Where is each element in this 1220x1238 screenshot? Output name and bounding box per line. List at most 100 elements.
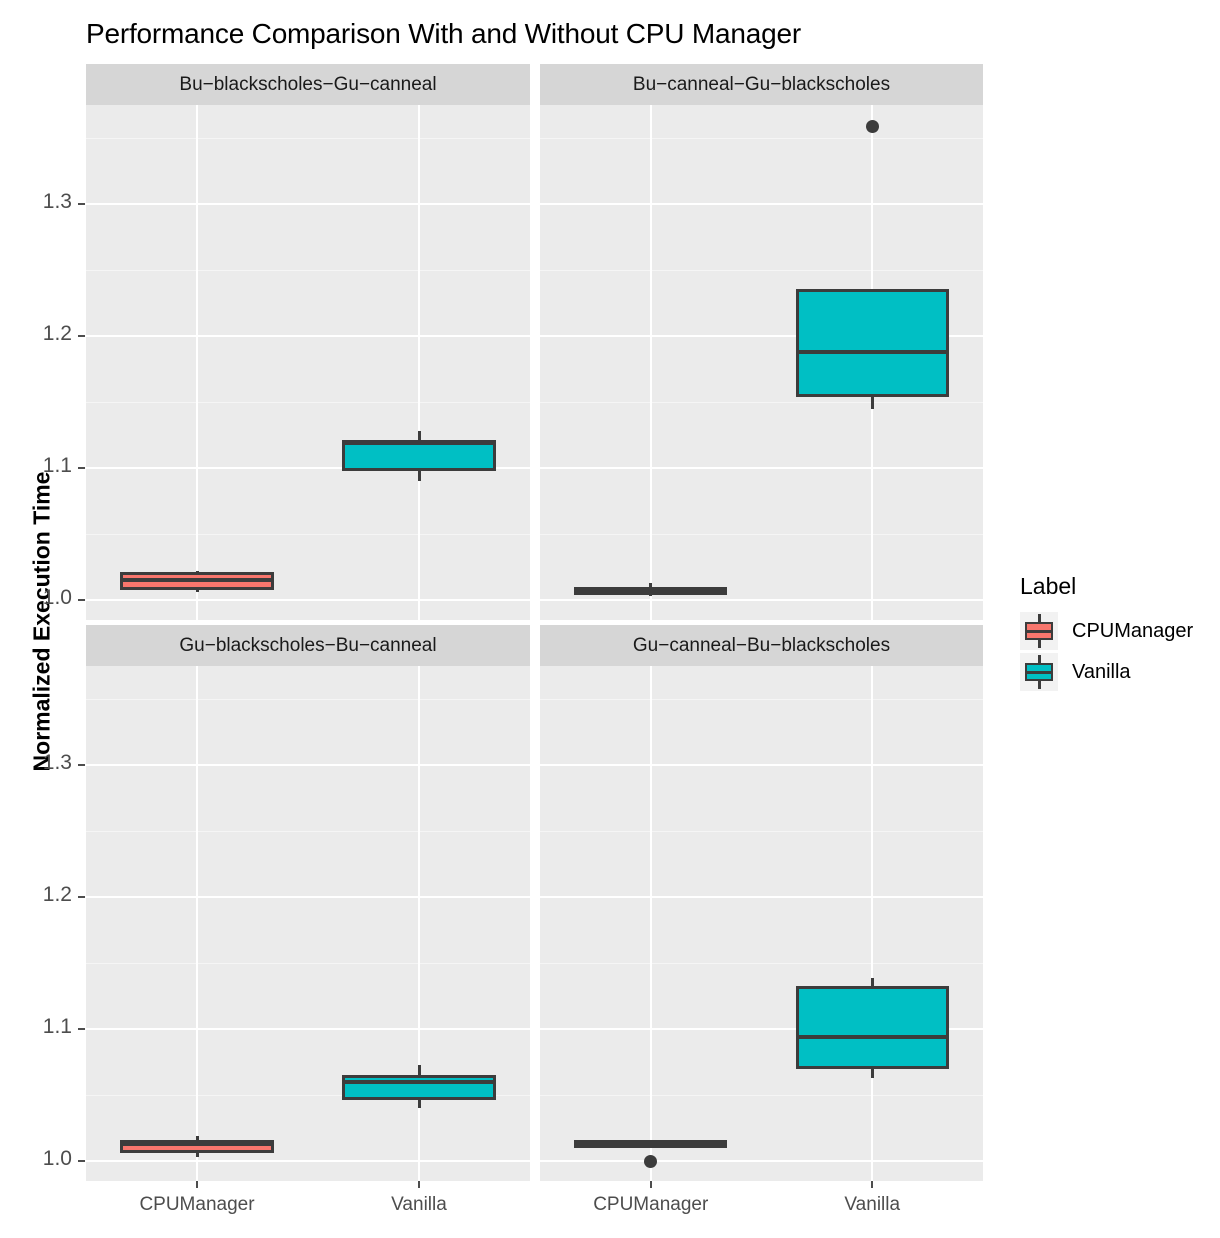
y-tick-label: 1.3 <box>42 751 72 775</box>
gridline-minor <box>86 699 530 700</box>
y-tick-label: 1.3 <box>42 190 72 214</box>
gridline-minor <box>540 534 983 536</box>
facet-strip-top-right: Bu−canneal−Gu−blackscholes <box>540 64 983 105</box>
legend-label-cpumanager: CPUManager <box>1072 619 1194 642</box>
gridline-minor <box>86 831 530 833</box>
gridline-vertical <box>871 666 874 1181</box>
x-tick-label: CPUManager <box>593 1194 709 1215</box>
y-tick-mark <box>78 764 85 767</box>
gridline-major <box>540 1160 983 1163</box>
boxplot-whisker-upper <box>195 571 199 573</box>
boxplot-whisker-upper <box>195 1136 199 1141</box>
gridline-major <box>540 764 983 767</box>
x-tick-label: Vanilla <box>391 1194 447 1215</box>
boxplot-box[interactable] <box>342 440 496 471</box>
gridline-minor <box>540 831 983 833</box>
boxplot-whisker-upper <box>417 431 421 441</box>
facet-strip-top-left: Bu−blackscholes−Gu−canneal <box>86 64 530 105</box>
boxplot-whisker-lower <box>195 1153 199 1158</box>
x-tick-label: Vanilla <box>844 1194 901 1215</box>
facet-panel-top-right <box>540 105 983 620</box>
gridline-minor <box>86 963 530 965</box>
page-title: Performance Comparison With and Without … <box>86 18 801 49</box>
y-tick-label: 1.1 <box>42 1015 72 1039</box>
boxplot-whisker-upper <box>870 977 874 986</box>
y-tick-mark <box>78 335 85 338</box>
gridline-minor <box>86 270 530 272</box>
boxplot-median-line <box>342 1079 496 1084</box>
gridline-major <box>540 896 983 899</box>
facet-panel-bottom-left <box>86 666 530 1181</box>
gridline-major <box>86 203 530 206</box>
gridline-major <box>86 764 530 767</box>
boxplot-whisker-upper <box>417 1064 421 1076</box>
boxplot-box[interactable] <box>342 1075 496 1101</box>
gridline-minor <box>540 402 983 404</box>
gridline-major <box>86 1028 530 1031</box>
x-tick-label: CPUManager <box>139 1194 255 1215</box>
y-tick-mark <box>78 896 85 899</box>
y-tick-mark <box>78 467 85 470</box>
legend-key-cpumanager-icon <box>1020 612 1058 650</box>
legend-key-vanilla-icon <box>1020 653 1058 691</box>
y-axis-title: Normalized Execution Time <box>28 471 55 772</box>
facet-panel-bottom-right <box>540 666 983 1181</box>
boxplot-median-line <box>795 1035 949 1040</box>
gridline-minor <box>540 963 983 965</box>
gridline-vertical <box>196 666 198 1181</box>
gridline-minor <box>86 534 530 536</box>
y-tick-mark <box>78 203 85 206</box>
gridline-minor <box>86 402 530 404</box>
boxplot-whisker-lower <box>870 396 874 409</box>
gridline-vertical <box>649 105 652 620</box>
gridline-major <box>86 1160 530 1163</box>
y-tick-label: 1.2 <box>42 322 72 346</box>
legend-item-cpumanager[interactable]: CPUManager <box>1020 612 1193 650</box>
legend-label-vanilla: Vanilla <box>1072 660 1131 683</box>
x-tick-mark <box>649 1181 652 1188</box>
x-tick-mark <box>418 1181 420 1188</box>
gridline-major <box>86 599 530 602</box>
boxplot-median-line <box>342 441 496 446</box>
legend: Label CPUManager Vanilla <box>1020 573 1193 694</box>
gridline-minor <box>86 138 530 139</box>
y-tick-label: 1.0 <box>42 1147 72 1171</box>
x-tick-mark <box>196 1181 198 1188</box>
boxplot-whisker-upper <box>649 583 653 587</box>
gridline-major <box>86 467 530 470</box>
y-tick-mark <box>78 1028 85 1031</box>
gridline-minor <box>86 1095 530 1097</box>
facet-strip-bottom-right: Gu−canneal−Bu−blackscholes <box>540 625 983 666</box>
gridline-major <box>86 335 530 338</box>
gridline-vertical <box>649 666 652 1181</box>
gridline-minor <box>540 138 983 139</box>
y-tick-label: 1.1 <box>42 454 72 478</box>
boxplot-median-line <box>120 1142 274 1147</box>
gridline-major <box>540 599 983 602</box>
boxplot-whisker-lower <box>417 1100 421 1109</box>
gridline-minor <box>540 270 983 272</box>
boxplot-box[interactable] <box>795 288 949 397</box>
facet-panel-top-left <box>86 105 530 620</box>
gridline-minor <box>540 1095 983 1097</box>
y-tick-label: 1.2 <box>42 883 72 907</box>
gridline-major <box>540 335 983 338</box>
boxplot-box[interactable] <box>795 985 949 1069</box>
boxplot-whisker-lower <box>195 589 199 593</box>
x-tick-mark <box>871 1181 874 1188</box>
facet-strip-bottom-left: Gu−blackscholes−Bu−canneal <box>86 625 530 666</box>
boxplot-median-line <box>120 578 274 583</box>
gridline-minor <box>540 699 983 700</box>
boxplot-outlier-point[interactable] <box>644 1154 658 1168</box>
gridline-major <box>86 896 530 899</box>
gridline-major <box>540 1028 983 1031</box>
legend-title: Label <box>1020 573 1077 599</box>
boxplot-median-line <box>574 1142 728 1147</box>
boxplot-outlier-point[interactable] <box>865 119 879 133</box>
gridline-vertical <box>418 666 420 1181</box>
boxplot-median-line <box>795 349 949 354</box>
legend-item-vanilla[interactable]: Vanilla <box>1020 653 1193 691</box>
boxplot-whisker-lower <box>870 1068 874 1078</box>
boxplot-whisker-lower <box>417 470 421 482</box>
